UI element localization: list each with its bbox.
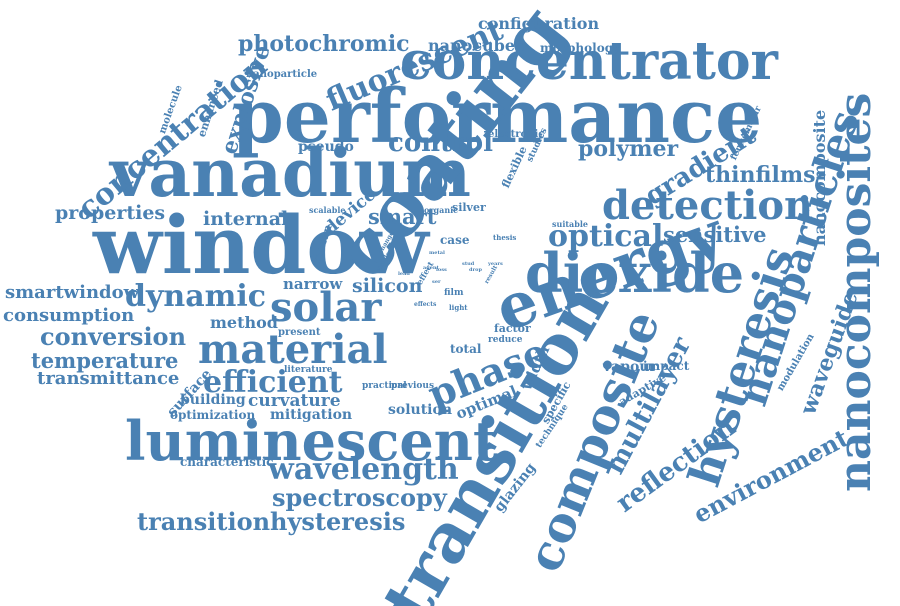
cloud-word: vanadium — [110, 134, 471, 212]
cloud-word: properties — [55, 202, 166, 224]
cloud-word: previous — [391, 381, 435, 391]
cloud-word: smartwindow — [5, 282, 140, 303]
cloud-word: loss — [436, 267, 447, 273]
cloud-word: impact — [643, 359, 690, 373]
cloud-word: optimization — [170, 408, 256, 422]
cloud-word: practical — [362, 381, 407, 391]
cloud-word: detection — [602, 182, 814, 229]
cloud-word: vapour — [603, 359, 657, 375]
cloud-word: nanocomposite — [810, 109, 829, 246]
cloud-word: polymer — [578, 136, 679, 162]
cloud-word: light — [449, 303, 468, 312]
cloud-word: years — [488, 261, 503, 267]
cloud-word: spectroscopy — [272, 483, 447, 512]
cloud-word: dioxide — [525, 241, 745, 305]
cloud-word: performance — [232, 74, 763, 160]
cloud-word: morphology — [540, 41, 621, 55]
cloud-word: case — [440, 233, 470, 247]
cloud-word: total — [450, 342, 482, 356]
cloud-word: suitable — [552, 219, 588, 229]
cloud-word: ser — [432, 279, 441, 285]
cloud-word: factor — [494, 322, 531, 335]
cloud-word: transmittance — [37, 368, 180, 389]
cloud-word: narrow — [283, 275, 343, 293]
cloud-word: wavelength — [268, 452, 459, 487]
cloud-word: sensitive — [663, 222, 767, 247]
cloud-word: film — [444, 288, 464, 298]
cloud-word: lead — [398, 271, 410, 277]
cloud-word: curvature — [248, 391, 341, 411]
cloud-word: optical — [548, 219, 664, 254]
cloud-word: consumption — [3, 305, 135, 326]
cloud-word: window — [93, 198, 429, 292]
cloud-word: efficient — [203, 365, 343, 400]
cloud-word: mitigation — [270, 407, 353, 423]
cloud-word: electronic — [488, 129, 545, 140]
cloud-word: concentrator — [400, 31, 778, 92]
cloud-word: dynamic — [125, 279, 267, 314]
cloud-word: silicon — [352, 275, 423, 297]
cloud-word: material — [198, 326, 388, 373]
cloud-word: solar — [270, 284, 382, 331]
cloud-word: smart — [368, 204, 437, 229]
cloud-word: characteristic — [180, 455, 274, 469]
cloud-word: luminescent — [125, 409, 498, 473]
cloud-word: transitionhysteresis — [137, 507, 406, 536]
cloud-word: drop — [469, 267, 482, 273]
cloud-word: conversion — [40, 322, 187, 351]
cloud-word: configuration — [478, 14, 600, 33]
cloud-word: thesis — [493, 233, 517, 242]
cloud-word: method — [210, 313, 278, 332]
cloud-word: internal — [203, 208, 289, 230]
cloud-word: reduce — [488, 335, 523, 345]
cloud-word: literature — [284, 365, 333, 375]
cloud-word: solution — [388, 402, 453, 418]
cloud-word: control — [388, 128, 494, 158]
cloud-word: photochromic — [238, 31, 410, 57]
cloud-word: present — [278, 327, 321, 338]
cloud-word: effects — [414, 301, 437, 308]
cloud-word: agent — [423, 265, 439, 271]
cloud-word: stud — [462, 261, 475, 267]
cloud-word: temperature — [31, 348, 179, 373]
cloud-word: building — [180, 392, 246, 408]
cloud-word: thinfilms — [705, 162, 816, 188]
cloud-word: nanoparticle — [246, 69, 318, 80]
cloud-word: pseudo — [298, 139, 354, 155]
cloud-word: scalable — [309, 205, 346, 215]
cloud-word: metal — [429, 250, 445, 256]
cloud-word: nanocubes — [428, 36, 525, 55]
cloud-word: silver — [452, 201, 486, 214]
cloud-word: organic — [424, 205, 459, 215]
